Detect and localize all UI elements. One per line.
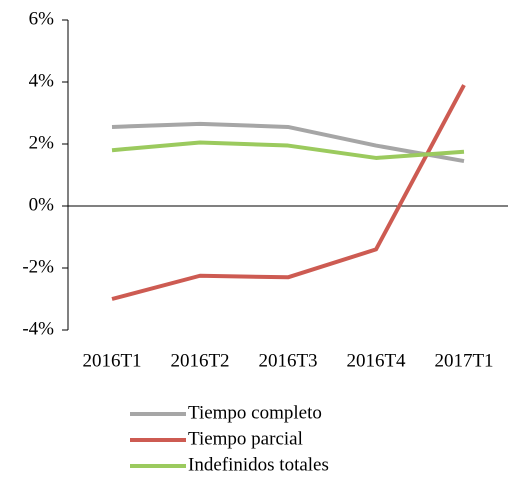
legend-label: Indefinidos totales [188, 454, 329, 475]
series-line [111, 140, 465, 160]
y-tick-label: 4% [29, 70, 55, 91]
legend-label: Tiempo completo [188, 402, 322, 423]
y-tick-label: 6% [29, 8, 55, 29]
y-tick-label: -4% [22, 318, 54, 339]
series-line [111, 84, 466, 301]
series-line [111, 121, 465, 164]
x-tick-label: 2016T3 [258, 350, 317, 371]
x-tick-label: 2016T2 [170, 350, 229, 371]
x-tick-label: 2016T1 [82, 350, 141, 371]
x-tick-label: 2016T4 [346, 350, 406, 371]
y-tick-label: 2% [29, 132, 55, 153]
y-tick-label: 0% [29, 194, 55, 215]
x-tick-label: 2017T1 [434, 350, 493, 371]
legend-label: Tiempo parcial [188, 428, 303, 449]
y-tick-label: -2% [22, 256, 54, 277]
